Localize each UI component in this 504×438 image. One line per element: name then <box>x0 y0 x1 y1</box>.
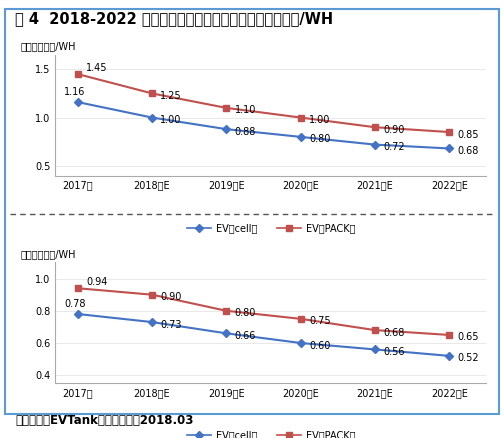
Text: 1.00: 1.00 <box>160 115 182 125</box>
Text: 0.66: 0.66 <box>235 331 256 341</box>
Text: 0.68: 0.68 <box>383 328 405 338</box>
Text: 0.80: 0.80 <box>309 134 330 145</box>
Text: 数据来源：EVTank，伊维智库，2018.03: 数据来源：EVTank，伊维智库，2018.03 <box>15 414 194 427</box>
Text: 制造成本：元/WH: 制造成本：元/WH <box>21 249 77 259</box>
Text: 1.16: 1.16 <box>65 87 86 97</box>
Text: 0.52: 0.52 <box>458 353 479 364</box>
Text: 0.78: 0.78 <box>64 299 86 309</box>
Text: 0.88: 0.88 <box>235 127 256 137</box>
Text: 1.25: 1.25 <box>160 91 182 101</box>
Text: 0.94: 0.94 <box>86 277 107 287</box>
Text: 1.00: 1.00 <box>309 115 330 125</box>
Text: 0.56: 0.56 <box>383 347 405 357</box>
Text: 0.90: 0.90 <box>160 292 182 302</box>
Text: 图 4  2018-2022 年中国汽车动力电池价格及成本预测：元/WH: 图 4 2018-2022 年中国汽车动力电池价格及成本预测：元/WH <box>15 11 333 26</box>
Text: 0.75: 0.75 <box>309 316 331 326</box>
Legend: EV（cell）, EV（PACK）: EV（cell）, EV（PACK） <box>182 427 359 438</box>
Text: 0.73: 0.73 <box>160 320 182 330</box>
Text: 0.85: 0.85 <box>458 130 479 140</box>
Text: 销售价格：元/WH: 销售价格：元/WH <box>21 41 77 51</box>
Text: 0.90: 0.90 <box>383 125 405 135</box>
Text: 1.10: 1.10 <box>235 106 256 116</box>
Text: 0.80: 0.80 <box>235 308 256 318</box>
Text: 0.65: 0.65 <box>458 332 479 343</box>
Text: 0.60: 0.60 <box>309 341 330 350</box>
Text: 0.72: 0.72 <box>383 142 405 152</box>
Text: 1.45: 1.45 <box>86 64 107 73</box>
Legend: EV（cell）, EV（PACK）: EV（cell）, EV（PACK） <box>182 219 359 237</box>
Text: 0.68: 0.68 <box>458 146 479 156</box>
